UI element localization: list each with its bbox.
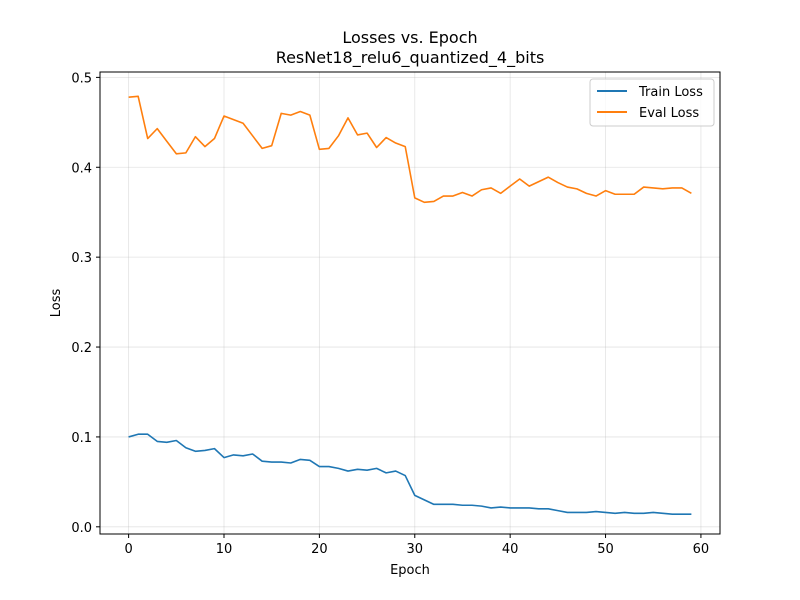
x-tick-label: 0 [124, 542, 132, 557]
y-tick-label: 0.4 [71, 161, 92, 176]
legend: Train Loss Eval Loss [589, 78, 715, 127]
chart-title: Losses vs. Epoch [342, 28, 477, 47]
legend-label-eval-loss: Eval Loss [639, 106, 699, 121]
x-tick-label: 50 [597, 542, 614, 557]
y-tick-label: 0.0 [71, 521, 92, 536]
y-axis-label: Loss [49, 289, 64, 318]
x-tick-label: 30 [406, 542, 423, 557]
y-tick-label: 0.3 [71, 251, 92, 266]
series-line-train-loss [128, 433, 692, 516]
series-line-eval-loss [128, 95, 692, 204]
x-tick-label: 20 [311, 542, 328, 557]
chart-subtitle: ResNet18_relu6_quantized_4_bits [276, 48, 545, 68]
x-tick-label: 40 [502, 542, 519, 557]
x-tick-label: 60 [693, 542, 710, 557]
x-axis-label: Epoch [390, 563, 430, 578]
axis-ticks: 0 10 20 30 40 50 60 0.0 0.1 0.2 0.3 0.4 0.5 [71, 71, 709, 557]
y-tick-label: 0.2 [71, 341, 92, 356]
y-tick-label: 0.5 [71, 71, 92, 86]
plot-area [99, 71, 721, 535]
series-lines [128, 95, 692, 516]
legend-label-train-loss: Train Loss [638, 85, 703, 100]
x-tick-label: 10 [216, 542, 233, 557]
y-tick-label: 0.1 [71, 431, 92, 446]
